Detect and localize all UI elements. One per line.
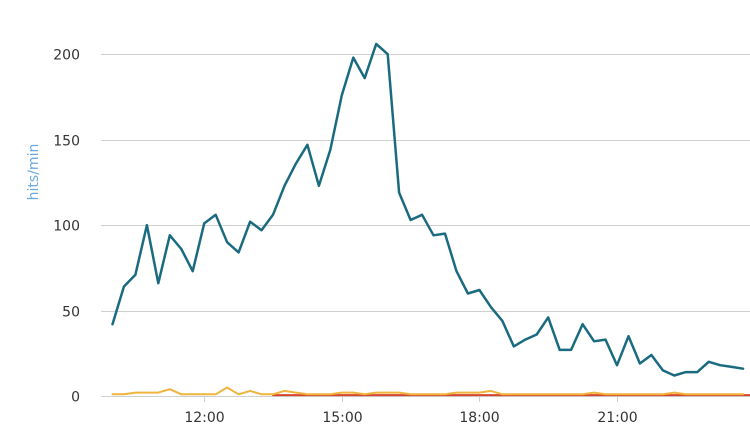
y-tick-label: 0 bbox=[71, 390, 80, 406]
x-axis: 12:00 15:00 18:00 21:00 bbox=[184, 396, 638, 426]
y-axis-labels: 0 50 100 150 200 bbox=[53, 48, 80, 406]
series-layer bbox=[111, 42, 750, 397]
x-tick-label: 18:00 bbox=[459, 410, 499, 426]
x-tick-label: 12:00 bbox=[184, 410, 224, 426]
grid-layer bbox=[101, 54, 750, 397]
x-tick-label: 21:00 bbox=[597, 410, 637, 426]
y-tick-label: 50 bbox=[62, 305, 80, 321]
y-axis-title: hits/min bbox=[26, 144, 42, 201]
series-line-1 bbox=[111, 42, 745, 377]
y-tick-label: 150 bbox=[53, 134, 80, 150]
x-tick-label: 15:00 bbox=[322, 410, 362, 426]
y-tick-label: 200 bbox=[53, 48, 80, 64]
series-line-2 bbox=[111, 386, 745, 396]
y-tick-label: 100 bbox=[53, 219, 80, 235]
